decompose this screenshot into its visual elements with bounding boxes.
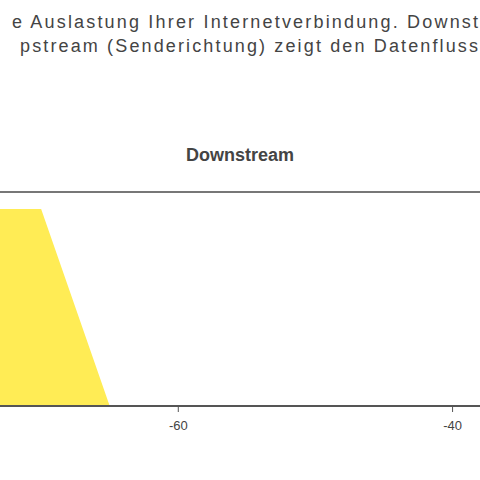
subtitle: e Auslastung Ihrer Internetverbindung. D… bbox=[12, 12, 478, 32]
x-tick-label: -60 bbox=[169, 418, 188, 433]
area bbox=[0, 209, 480, 406]
chart: e Auslastung Ihrer Internetverbindung. D… bbox=[0, 0, 480, 480]
x-tick bbox=[178, 406, 179, 412]
subtitle: pstream (Senderichtung) zeigt den Datenf… bbox=[20, 36, 478, 56]
frame-top bbox=[0, 191, 480, 193]
x-tick bbox=[452, 406, 453, 412]
plot-area bbox=[0, 209, 480, 406]
x-axis bbox=[0, 405, 480, 407]
x-tick-label: -40 bbox=[443, 418, 462, 433]
title: Downstream bbox=[186, 145, 294, 165]
